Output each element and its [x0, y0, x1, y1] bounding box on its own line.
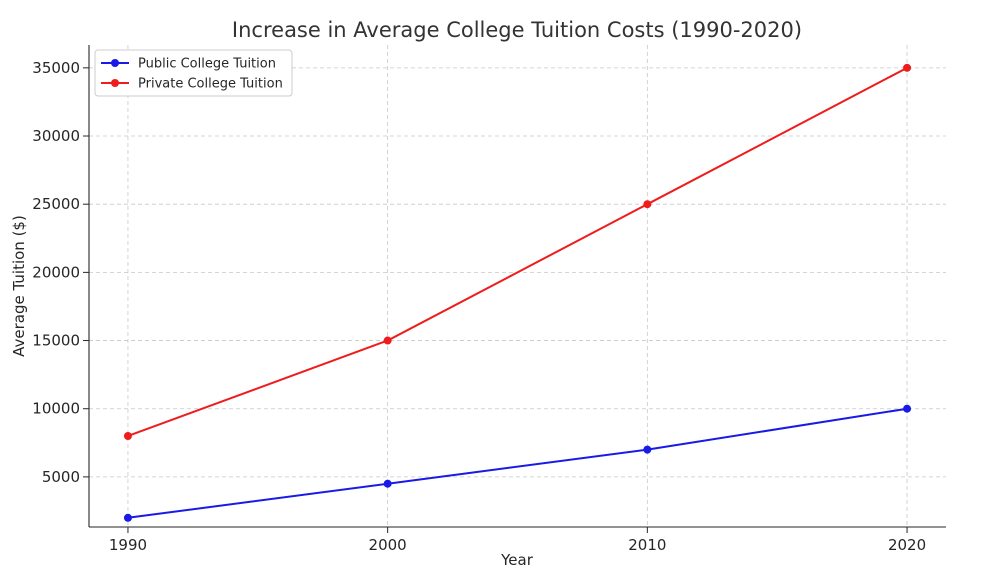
series-private-college-tuition [123, 63, 912, 440]
x-tick-label: 2010 [628, 536, 666, 554]
x-tick-label: 1990 [109, 536, 147, 554]
x-tick-label: 2020 [888, 536, 926, 554]
series-public-college-tuition [123, 404, 912, 522]
data-point [643, 200, 652, 209]
series-line [127, 407, 908, 519]
y-tick-label: 25000 [32, 195, 80, 213]
legend-marker [111, 59, 119, 67]
series-line [127, 66, 908, 437]
gridlines [89, 45, 946, 527]
legend-label: Private College Tuition [138, 77, 283, 92]
y-axis-ticks: 5000 10000 15000 20000 25000 30000 35000 [32, 59, 89, 486]
legend-entry: Public College Tuition [101, 57, 276, 72]
data-point [903, 404, 912, 413]
x-tick-label: 2000 [369, 536, 407, 554]
data-point [383, 336, 392, 345]
data-point [383, 479, 392, 488]
legend-box [94, 49, 293, 97]
y-tick-label: 30000 [32, 127, 80, 145]
legend-marker [111, 79, 119, 87]
series [123, 63, 912, 522]
y-tick-label: 35000 [32, 59, 80, 77]
data-point [643, 445, 652, 454]
axes [88, 45, 946, 528]
y-tick-label: 10000 [32, 400, 80, 418]
x-axis-ticks: 1990 2000 2010 2020 [109, 527, 926, 554]
chart-title: Increase in Average College Tuition Cost… [232, 18, 802, 42]
x-axis-title: Year [500, 551, 534, 569]
data-point [903, 63, 912, 72]
y-tick-label: 20000 [32, 263, 80, 281]
data-point [123, 513, 132, 522]
y-tick-label: 15000 [32, 332, 80, 350]
legend-entry: Private College Tuition [101, 77, 283, 92]
y-axis-title: Average Tuition ($) [10, 215, 28, 357]
legend: Public College Tuition Private College Tu… [94, 49, 293, 97]
data-point [123, 431, 132, 440]
y-tick-label: 5000 [42, 468, 80, 486]
legend-label: Public College Tuition [138, 57, 276, 72]
